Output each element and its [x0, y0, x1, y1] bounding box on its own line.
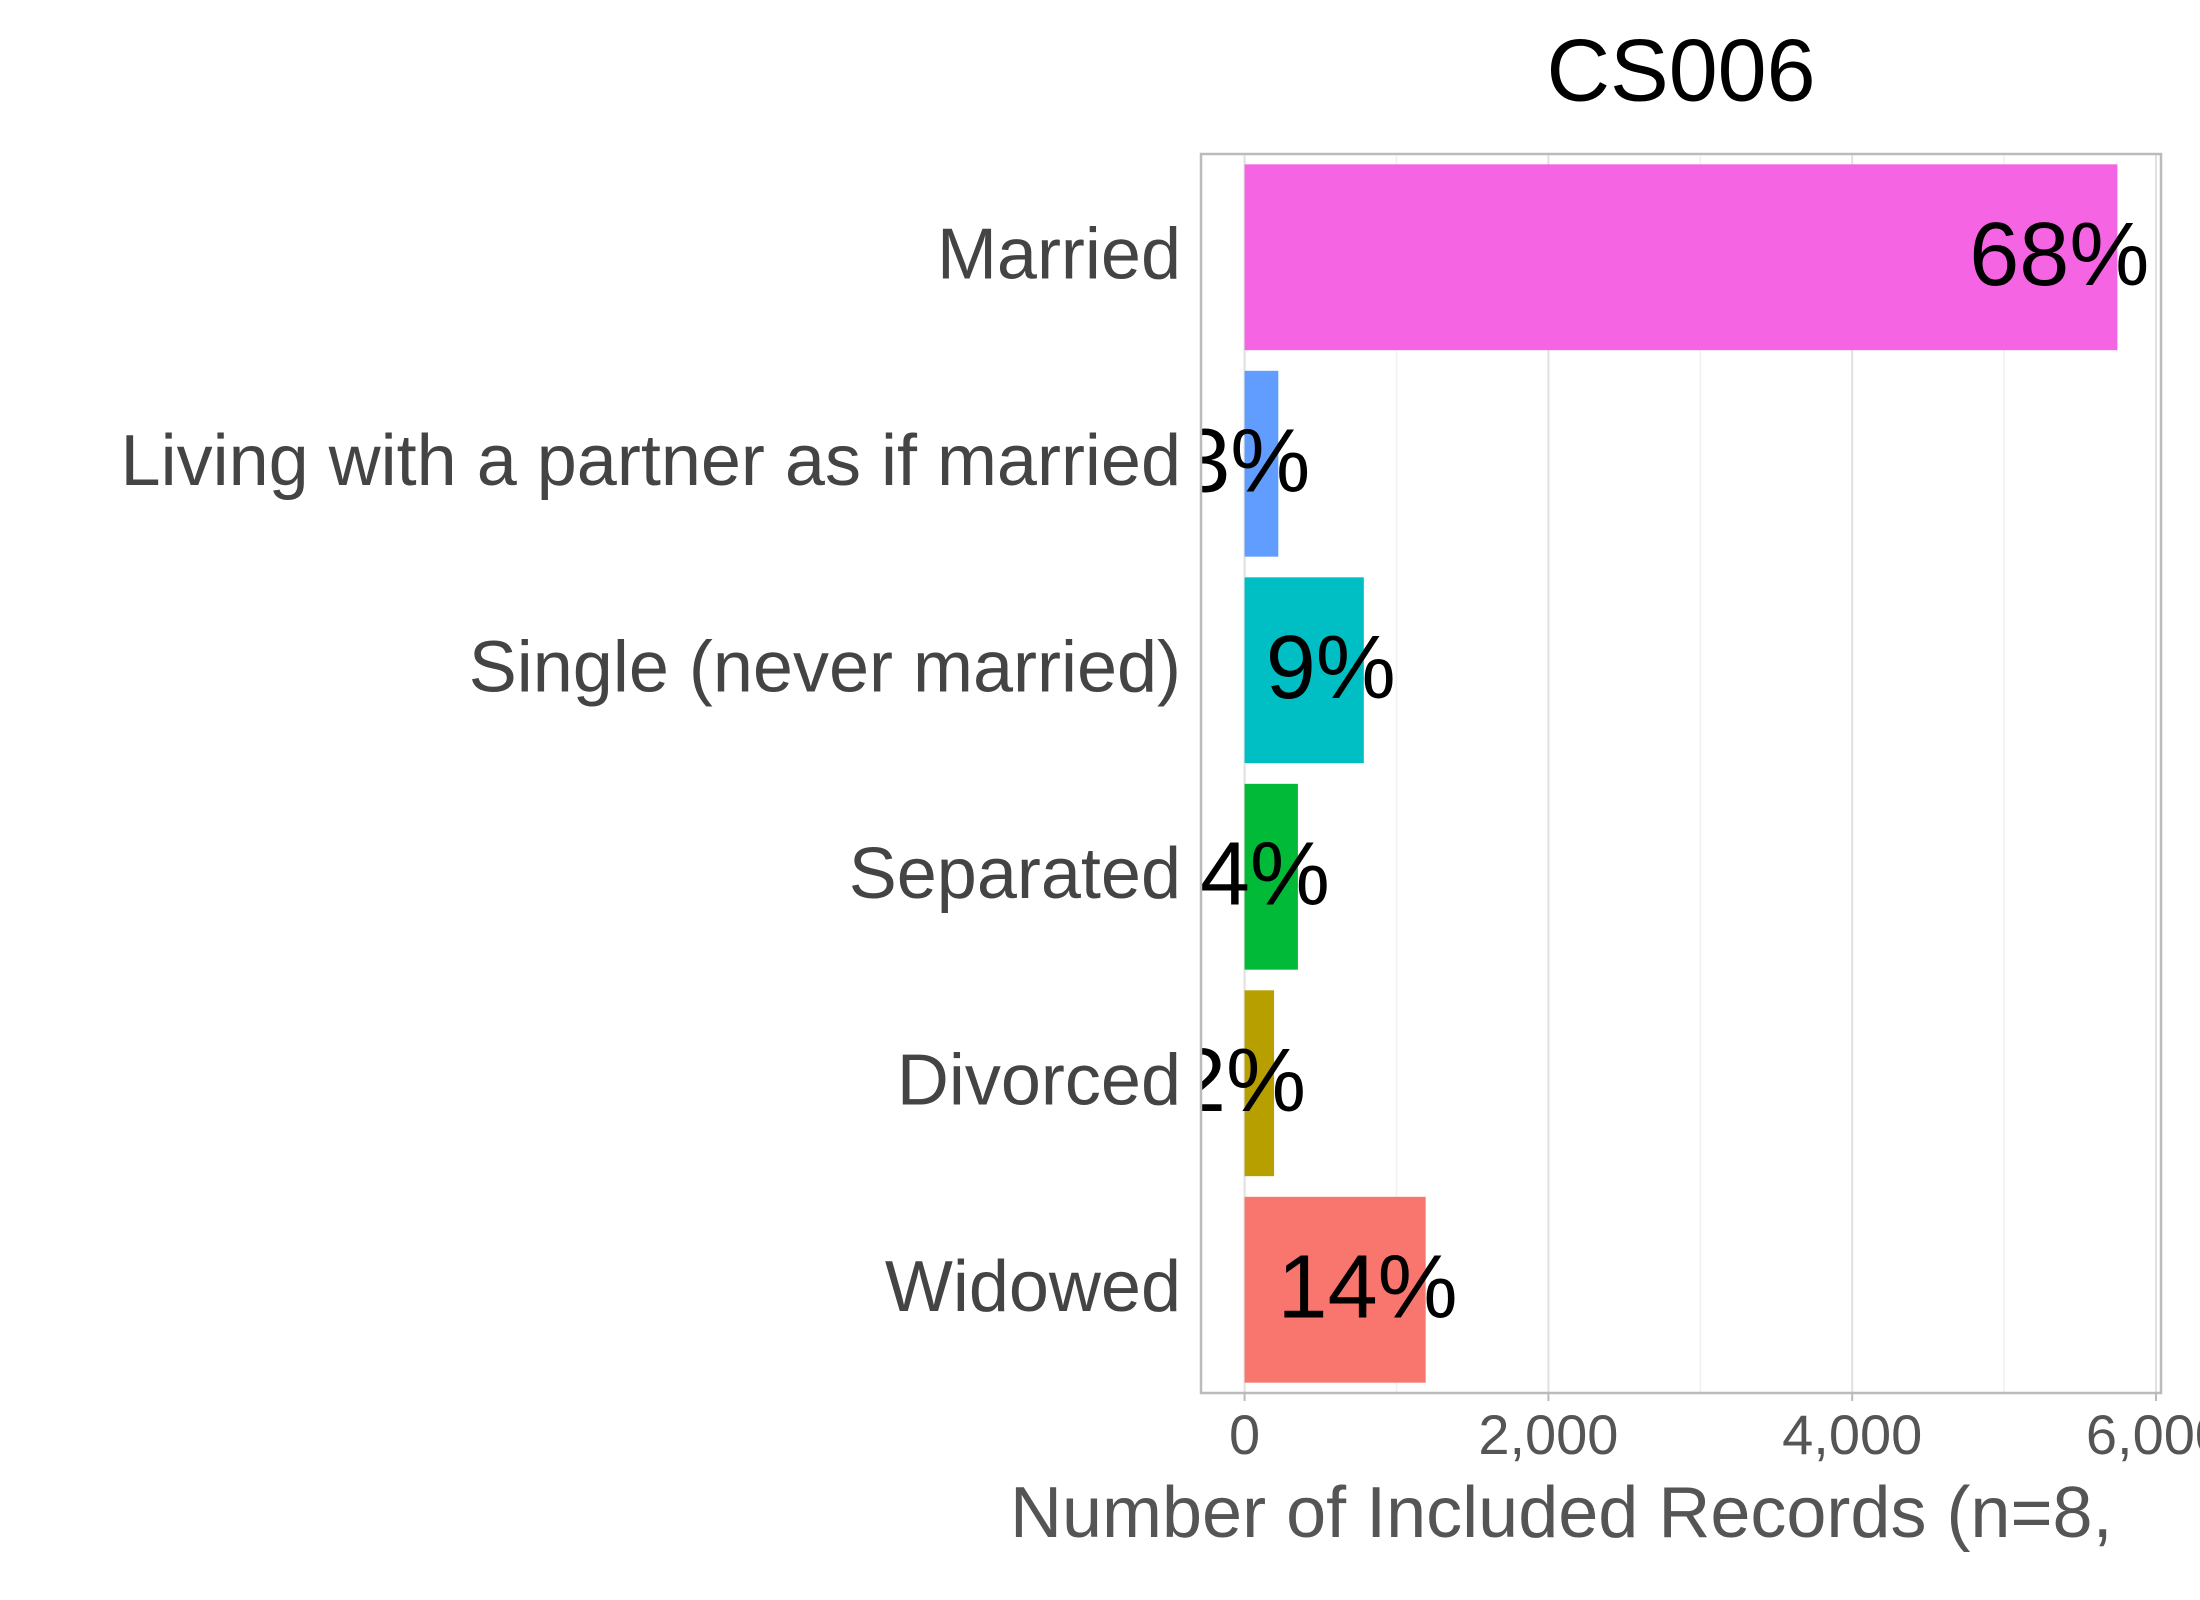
bar	[1244, 1196, 1426, 1383]
bar	[1244, 577, 1364, 764]
panel-border	[1199, 152, 2163, 1395]
grid	[1243, 154, 2157, 1393]
chart-title: CS006	[1546, 20, 1815, 119]
x-tick-label: 0	[1229, 1403, 1260, 1466]
bar	[1244, 370, 1279, 557]
value-label: 14%	[1278, 1238, 1458, 1338]
y-tick-label: Separated	[849, 834, 1181, 914]
value-label: 68%	[1969, 205, 2149, 305]
x-axis-title: Number of Included Records (n=8,	[1010, 1473, 2113, 1553]
y-tick-label: Divorced	[897, 1040, 1181, 1120]
bar	[1244, 990, 1275, 1177]
bar	[1244, 164, 2118, 351]
value-label: 4%	[1200, 825, 1330, 925]
y-tick-label: Living with a partner as if married	[121, 421, 1181, 501]
y-tick-label: Single (never married)	[469, 627, 1181, 707]
plot-panel: 68% 3% 9% 4% 2% 14%	[1176, 164, 2149, 1383]
y-tick-label: Married	[937, 214, 1181, 294]
value-label: 2%	[1176, 1031, 1306, 1131]
value-label: 9%	[1266, 618, 1396, 718]
x-tick-label: 2,000	[1478, 1403, 1618, 1466]
x-tick-label: 6,000	[2086, 1403, 2200, 1466]
x-tick-label: 4,000	[1782, 1403, 1922, 1466]
y-tick-label: Widowed	[885, 1247, 1181, 1327]
bar	[1244, 783, 1298, 970]
value-label: 3%	[1180, 412, 1310, 512]
